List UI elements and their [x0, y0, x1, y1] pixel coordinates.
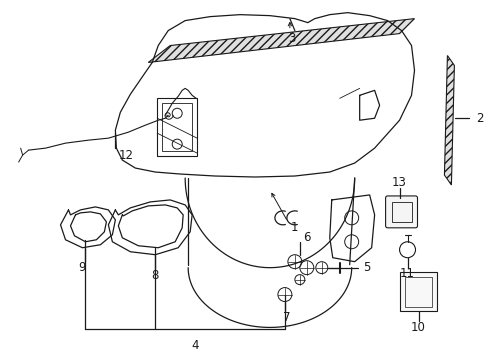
FancyBboxPatch shape — [385, 196, 417, 228]
Text: 9: 9 — [79, 261, 86, 274]
Text: 7: 7 — [283, 311, 290, 324]
Bar — [399, 272, 437, 311]
Polygon shape — [444, 55, 453, 185]
Bar — [157, 98, 197, 156]
Bar — [162, 103, 192, 151]
Text: 1: 1 — [290, 221, 298, 234]
Text: 10: 10 — [410, 321, 425, 334]
Text: 11: 11 — [399, 267, 414, 280]
Text: 6: 6 — [302, 231, 310, 244]
Text: 4: 4 — [191, 339, 199, 352]
Text: 12: 12 — [118, 149, 133, 162]
Bar — [404, 276, 431, 306]
Bar — [391, 202, 411, 222]
Text: 2: 2 — [475, 112, 483, 125]
Text: 8: 8 — [151, 269, 159, 282]
Polygon shape — [148, 19, 414, 62]
Text: 13: 13 — [391, 176, 406, 189]
Text: 3: 3 — [287, 32, 295, 45]
Text: 5: 5 — [362, 261, 369, 274]
